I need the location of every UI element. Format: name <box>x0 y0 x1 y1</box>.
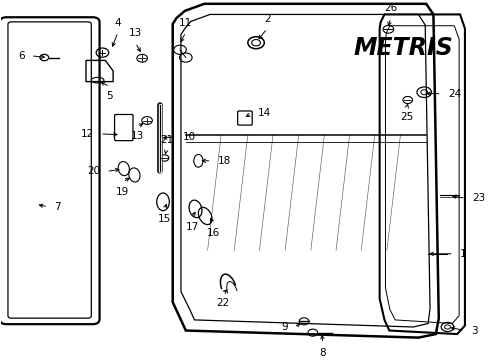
Text: METRIS: METRIS <box>352 36 452 60</box>
Text: 19: 19 <box>116 186 129 197</box>
Text: 14: 14 <box>258 108 271 118</box>
Text: 4: 4 <box>114 18 121 27</box>
Text: 3: 3 <box>470 325 477 336</box>
Text: 7: 7 <box>54 202 61 212</box>
Text: 2: 2 <box>264 14 270 24</box>
Text: 12: 12 <box>81 129 94 139</box>
Text: 8: 8 <box>319 348 325 358</box>
Text: 16: 16 <box>206 228 219 238</box>
Text: 20: 20 <box>87 166 100 176</box>
Text: 9: 9 <box>281 322 287 332</box>
Text: 6: 6 <box>18 51 24 61</box>
Text: 24: 24 <box>447 89 460 99</box>
Text: 1: 1 <box>459 249 466 259</box>
Text: 17: 17 <box>185 222 198 232</box>
Text: 22: 22 <box>216 298 229 309</box>
Text: 10: 10 <box>182 132 195 142</box>
Text: 21: 21 <box>160 135 173 145</box>
Text: 25: 25 <box>399 112 412 122</box>
Text: 23: 23 <box>471 193 485 203</box>
Text: 15: 15 <box>158 214 171 224</box>
Text: 11: 11 <box>179 18 192 27</box>
Text: 13: 13 <box>128 28 142 38</box>
Text: 13: 13 <box>130 131 143 141</box>
Text: 18: 18 <box>217 156 230 166</box>
Text: 26: 26 <box>384 3 397 13</box>
Text: 5: 5 <box>106 91 113 101</box>
